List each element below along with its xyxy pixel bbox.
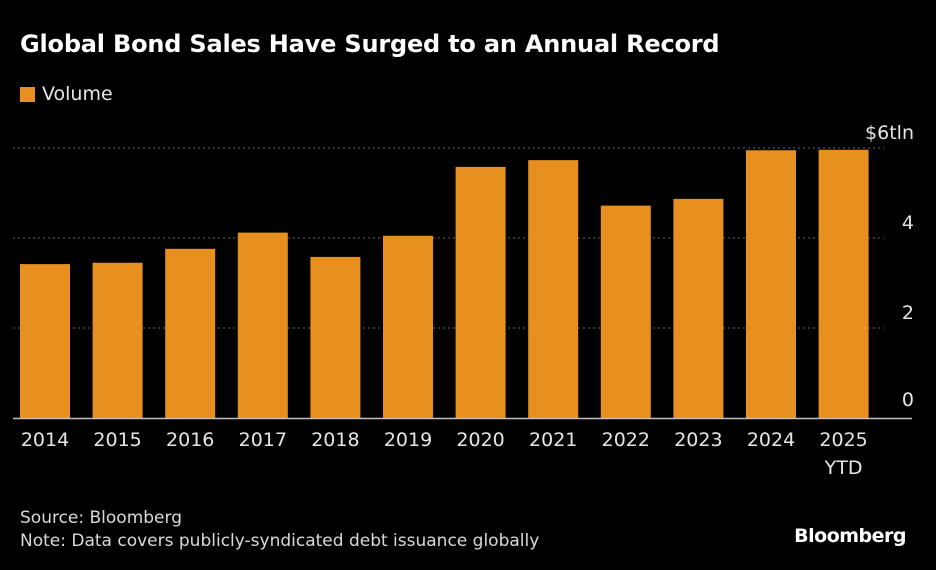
x-tick-label: 2024: [747, 429, 795, 451]
bar-2020: [455, 166, 506, 418]
bar-2018: [310, 256, 361, 418]
legend-label: Volume: [42, 83, 113, 105]
x-tick-label: 2025: [819, 429, 867, 451]
x-tick-sublabel: YTD: [824, 457, 863, 479]
bar-2025: [818, 149, 869, 419]
y-tick-label: $6tln: [865, 122, 914, 144]
x-tick-label: 2019: [384, 429, 432, 451]
x-tick-label: 2021: [529, 429, 577, 451]
chart-title: Global Bond Sales Have Surged to an Annu…: [20, 30, 720, 58]
x-tick-label: 2016: [166, 429, 214, 451]
bloomberg-logo: Bloomberg: [794, 525, 906, 547]
bar-2021: [528, 160, 579, 418]
bar-2017: [237, 232, 288, 418]
data-note: Note: Data covers publicly-syndicated de…: [20, 531, 540, 551]
bar-2015: [92, 262, 143, 418]
bar-2023: [673, 198, 724, 418]
bar-2016: [165, 248, 216, 418]
bar-2019: [383, 235, 433, 418]
bar-2022: [600, 205, 651, 418]
x-tick-label: 2023: [674, 429, 722, 451]
x-tick-label: 2014: [21, 429, 69, 451]
y-tick-label: 4: [902, 212, 914, 234]
source-note: Source: Bloomberg: [20, 508, 182, 528]
x-tick-label: 2020: [456, 429, 504, 451]
legend-swatch: [20, 86, 35, 102]
bar-2014: [20, 264, 70, 418]
x-tick-label: 2022: [602, 429, 650, 451]
x-tick-label: 2015: [93, 429, 141, 451]
y-tick-label: 0: [902, 389, 914, 411]
x-tick-label: 2018: [311, 429, 359, 451]
y-tick-label: 2: [902, 302, 914, 324]
legend: Volume: [20, 83, 113, 105]
bar-2024: [746, 150, 796, 418]
x-tick-label: 2017: [239, 429, 287, 451]
